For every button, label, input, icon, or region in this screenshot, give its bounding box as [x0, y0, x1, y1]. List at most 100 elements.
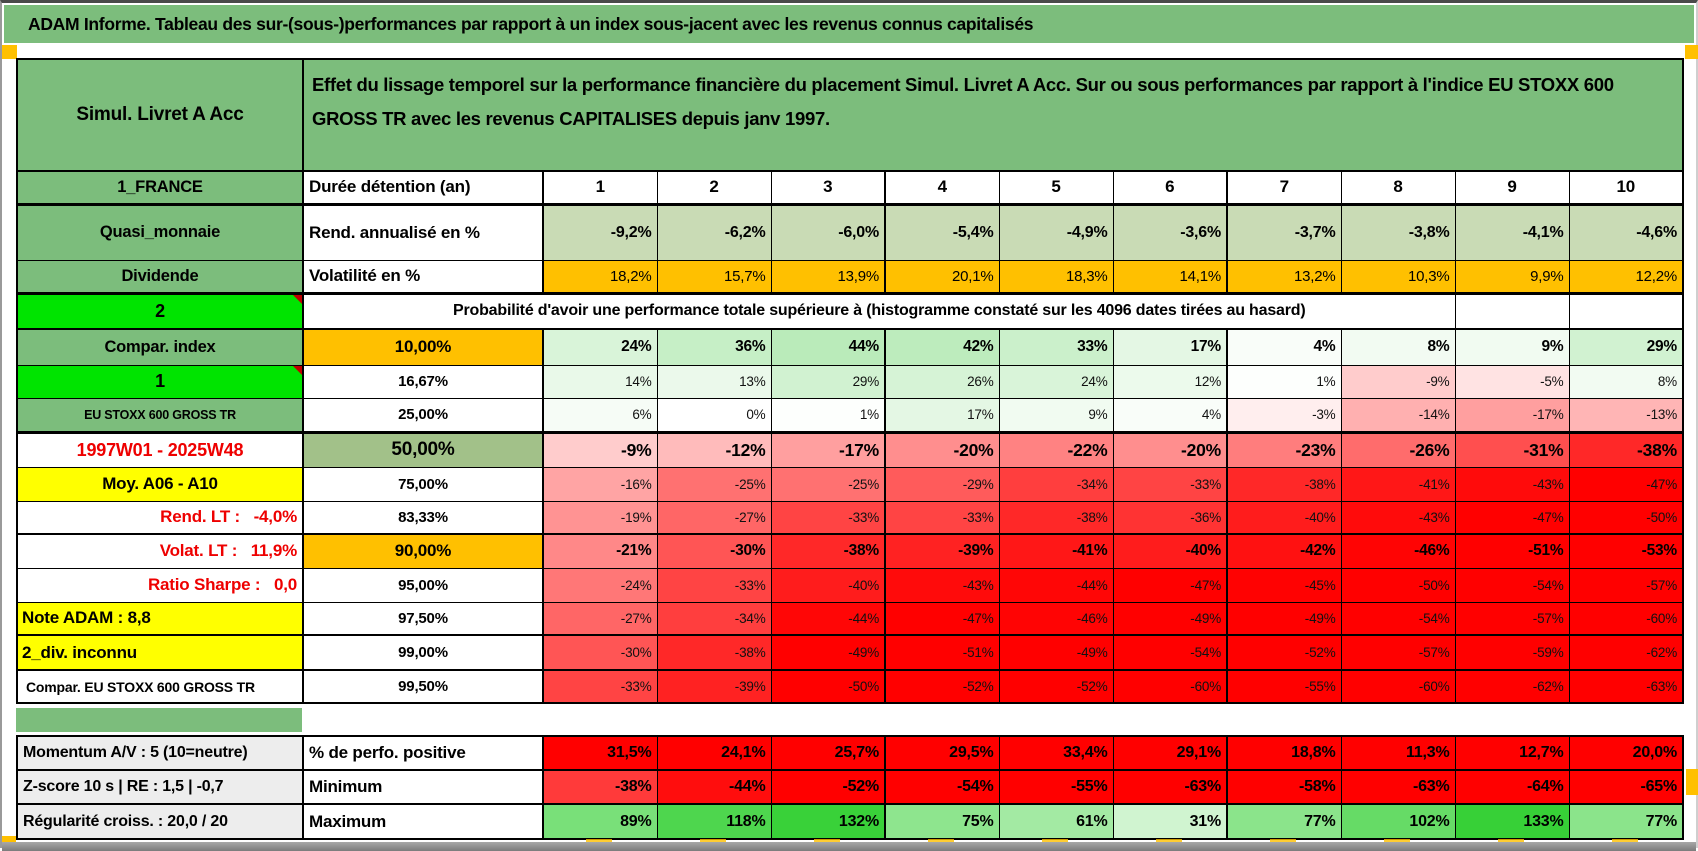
value-cell[interactable]: -21%: [542, 533, 658, 569]
value-cell[interactable]: 89%: [542, 803, 658, 840]
value-cell[interactable]: -54%: [1112, 634, 1228, 671]
row-label-cell[interactable]: Dividende: [16, 259, 304, 294]
value-cell[interactable]: -3%: [1226, 397, 1342, 433]
percentile-cell[interactable]: 99,50%: [302, 669, 544, 704]
value-cell[interactable]: -33%: [770, 500, 886, 535]
duration-header-cell[interactable]: 6: [1112, 170, 1228, 205]
value-cell[interactable]: -51%: [1454, 533, 1570, 569]
value-cell[interactable]: 9,9%: [1454, 259, 1570, 294]
value-cell[interactable]: -9%: [542, 430, 658, 468]
value-cell[interactable]: 13,9%: [770, 259, 886, 294]
value-cell[interactable]: 26%: [884, 364, 1000, 399]
value-cell[interactable]: 44%: [770, 328, 886, 366]
value-cell[interactable]: -30%: [656, 533, 772, 569]
value-cell[interactable]: -54%: [1454, 567, 1570, 603]
value-cell[interactable]: 33%: [998, 328, 1114, 366]
value-cell[interactable]: 31%: [1112, 803, 1228, 840]
value-cell[interactable]: -27%: [656, 500, 772, 535]
value-cell[interactable]: 42%: [884, 328, 1000, 366]
duration-header-cell[interactable]: 10: [1568, 170, 1684, 205]
value-cell[interactable]: -31%: [1454, 430, 1570, 468]
value-cell[interactable]: 0%: [656, 397, 772, 433]
row-label-cell[interactable]: Compar. index: [16, 328, 304, 366]
value-cell[interactable]: -39%: [884, 533, 1000, 569]
value-cell[interactable]: -52%: [1226, 634, 1342, 671]
duration-header-cell[interactable]: 9: [1454, 170, 1570, 205]
duration-header-cell[interactable]: 1: [542, 170, 658, 205]
value-cell[interactable]: -47%: [1568, 466, 1684, 502]
value-cell[interactable]: -50%: [1340, 567, 1456, 603]
value-cell[interactable]: 75%: [884, 803, 1000, 840]
value-cell[interactable]: -6,2%: [656, 202, 772, 261]
row-label-cell[interactable]: Volat. LT : 11,9%: [16, 533, 304, 569]
value-cell[interactable]: 17%: [1112, 328, 1228, 366]
value-cell[interactable]: -33%: [656, 567, 772, 603]
empty-cell[interactable]: [1568, 291, 1684, 330]
value-cell[interactable]: -17%: [1454, 397, 1570, 433]
value-cell[interactable]: -49%: [1112, 601, 1228, 636]
value-cell[interactable]: -6,0%: [770, 202, 886, 261]
value-cell[interactable]: -63%: [1340, 769, 1456, 805]
value-cell[interactable]: 11,3%: [1340, 735, 1456, 771]
value-cell[interactable]: -23%: [1226, 430, 1342, 468]
value-cell[interactable]: -24%: [542, 567, 658, 603]
value-cell[interactable]: -51%: [884, 634, 1000, 671]
value-cell[interactable]: 77%: [1226, 803, 1342, 840]
value-cell[interactable]: -43%: [1454, 466, 1570, 502]
row-label-cell[interactable]: 2_div. inconnu: [16, 634, 304, 671]
value-cell[interactable]: -5,4%: [884, 202, 1000, 261]
row-label-cell[interactable]: 1997W01 - 2025W48: [16, 430, 304, 468]
duration-header-cell[interactable]: 3: [770, 170, 886, 205]
value-cell[interactable]: -16%: [542, 466, 658, 502]
value-cell[interactable]: 133%: [1454, 803, 1570, 840]
row-name-cell[interactable]: Rend. annualisé en %: [302, 202, 544, 261]
value-cell[interactable]: -60%: [1340, 669, 1456, 704]
row-name-cell[interactable]: Maximum: [302, 803, 544, 840]
value-cell[interactable]: -63%: [1568, 669, 1684, 704]
value-cell[interactable]: -49%: [770, 634, 886, 671]
value-cell[interactable]: -33%: [542, 669, 658, 704]
value-cell[interactable]: -4,6%: [1568, 202, 1684, 261]
value-cell[interactable]: 18,8%: [1226, 735, 1342, 771]
value-cell[interactable]: -57%: [1340, 634, 1456, 671]
value-cell[interactable]: -44%: [656, 769, 772, 805]
value-cell[interactable]: 36%: [656, 328, 772, 366]
value-cell[interactable]: -14%: [1340, 397, 1456, 433]
value-cell[interactable]: 13,2%: [1226, 259, 1342, 294]
value-cell[interactable]: 29%: [1568, 328, 1684, 366]
table-description-cell[interactable]: Effet du lissage temporel sur la perform…: [302, 58, 1684, 172]
row-label-cell[interactable]: Momentum A/V : 5 (10=neutre): [16, 735, 304, 771]
percentile-cell[interactable]: 25,00%: [302, 397, 544, 433]
value-cell[interactable]: -58%: [1226, 769, 1342, 805]
value-cell[interactable]: 12,2%: [1568, 259, 1684, 294]
value-cell[interactable]: 15,7%: [656, 259, 772, 294]
duration-header-cell[interactable]: 7: [1226, 170, 1342, 205]
value-cell[interactable]: -4,1%: [1454, 202, 1570, 261]
value-cell[interactable]: -3,8%: [1340, 202, 1456, 261]
value-cell[interactable]: -20%: [1112, 430, 1228, 468]
row-name-cell[interactable]: % de perfo. positive: [302, 735, 544, 771]
value-cell[interactable]: -60%: [1112, 669, 1228, 704]
empty-cell[interactable]: [1454, 291, 1570, 330]
value-cell[interactable]: -49%: [998, 634, 1114, 671]
value-cell[interactable]: -52%: [770, 769, 886, 805]
value-cell[interactable]: -43%: [1340, 500, 1456, 535]
row-label-cell[interactable]: Rend. LT : -4,0%: [16, 500, 304, 535]
value-cell[interactable]: -13%: [1568, 397, 1684, 433]
value-cell[interactable]: -59%: [1454, 634, 1570, 671]
value-cell[interactable]: -62%: [1454, 669, 1570, 704]
value-cell[interactable]: -40%: [770, 567, 886, 603]
row-label-cell[interactable]: 1: [16, 364, 304, 399]
value-cell[interactable]: -40%: [1226, 500, 1342, 535]
value-cell[interactable]: -38%: [1568, 430, 1684, 468]
value-cell[interactable]: -38%: [998, 500, 1114, 535]
value-cell[interactable]: -50%: [770, 669, 886, 704]
value-cell[interactable]: -55%: [998, 769, 1114, 805]
value-cell[interactable]: 33,4%: [998, 735, 1114, 771]
percentile-cell[interactable]: 83,33%: [302, 500, 544, 535]
value-cell[interactable]: -4,9%: [998, 202, 1114, 261]
row-label-cell[interactable]: Ratio Sharpe : 0,0: [16, 567, 304, 603]
value-cell[interactable]: 25,7%: [770, 735, 886, 771]
value-cell[interactable]: 18,3%: [998, 259, 1114, 294]
percentile-cell[interactable]: 97,50%: [302, 601, 544, 636]
